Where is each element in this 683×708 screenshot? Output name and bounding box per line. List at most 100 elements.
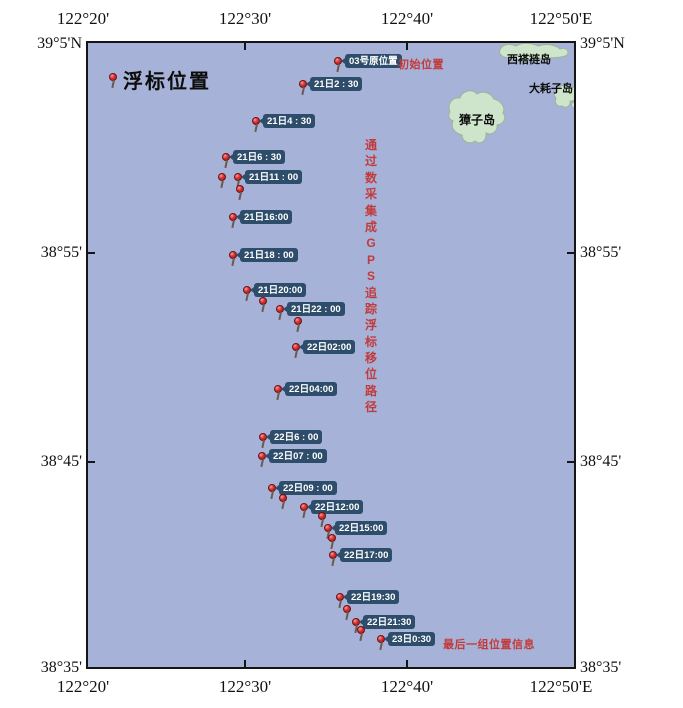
pin-stem-icon: [254, 123, 258, 132]
legend: 浮标位置: [109, 71, 229, 97]
vertical-annotation-char: 成: [364, 219, 377, 234]
pin-stem-icon: [261, 303, 265, 312]
pin-stem-icon: [331, 557, 335, 566]
y-tick: [567, 252, 574, 254]
pin-stem-icon: [379, 641, 383, 650]
pin-stem-icon: [336, 63, 340, 72]
time-label: 22日12:00: [306, 500, 364, 514]
pin-stem-icon: [260, 458, 264, 467]
time-label: 22日15:00: [330, 521, 388, 535]
buoy-pin: 23日0:30: [377, 632, 436, 651]
time-label: 22日02:00: [298, 340, 356, 354]
buoy-pin: 21日6 : 30: [222, 150, 286, 169]
time-label: 21日11 : 00: [240, 170, 303, 184]
axis-label-right: 38°55': [580, 244, 622, 261]
buoy-pin-icon: [109, 73, 119, 89]
pin-stem-icon: [224, 159, 228, 168]
buoy-pin: 22日15:00: [324, 521, 388, 540]
map-area: 西褡裢岛 大耗子岛 獐子岛 浮标位置 03号原位置 21日2 : 30 21日4 : 3…: [86, 41, 576, 669]
buoy-pin: 22日19:30: [336, 590, 400, 609]
island-dahaozi-islet: [571, 102, 574, 108]
buoy-pin: 21日18 : 00: [229, 248, 298, 267]
pin-stem-icon: [320, 518, 324, 527]
axis-label-bottom: 122°20': [56, 677, 110, 696]
vertical-annotation-char: 标: [364, 334, 377, 349]
time-label: 21日18 : 00: [236, 248, 298, 262]
buoy-pin: [294, 317, 304, 333]
y-tick: [88, 461, 95, 463]
buoy-pin: [357, 626, 367, 642]
time-label: 22日6 : 00: [265, 430, 323, 444]
island-label: 獐子岛: [459, 113, 496, 127]
axis-label-right: 38°45': [580, 453, 622, 470]
pin-stem-icon: [278, 311, 282, 320]
axis-label-right: 39°5'N: [580, 35, 625, 52]
vertical-annotation-char: 采: [364, 187, 377, 202]
pin-stem-icon: [301, 86, 305, 95]
x-tick: [406, 43, 408, 50]
buoy-pin: [218, 173, 228, 189]
time-label: 22日19:30: [342, 590, 400, 604]
initial-position-note: 初始位置: [398, 59, 444, 71]
pin-stem-icon: [345, 611, 349, 620]
buoy-pin: 22日09 : 00: [268, 481, 337, 500]
axis-label-top: 122°30': [218, 9, 272, 28]
time-label: 22日17:00: [335, 548, 393, 562]
buoy-pin: [328, 534, 338, 550]
axis-label-right: 38°35': [580, 659, 622, 676]
pin-stem-icon: [330, 540, 334, 549]
axis-label-left: 38°45': [40, 453, 82, 470]
vertical-annotation-char: 径: [364, 400, 377, 415]
time-label: 21日4 : 30: [258, 114, 316, 128]
time-label: 23日0:30: [383, 632, 436, 646]
vertical-annotation-char: 浮: [364, 318, 377, 333]
vertical-annotation-char: 踪: [364, 301, 377, 316]
axis-label-top: 122°50'E: [529, 9, 593, 28]
axis-label-left: 38°35': [40, 659, 82, 676]
vertical-annotation-char: 路: [364, 383, 377, 398]
vertical-annotation-char: S: [366, 269, 375, 284]
island-label: 西褡裢岛: [507, 54, 551, 66]
pin-stem-icon: [238, 191, 242, 200]
pin-stem-icon: [302, 509, 306, 518]
vertical-annotation-char: 通: [364, 138, 377, 152]
x-tick: [406, 660, 408, 667]
time-label: 21日22 : 00: [283, 302, 345, 316]
time-label: 22日04:00: [280, 382, 338, 396]
buoy-pin: 22日07 : 00: [258, 449, 327, 468]
island-xidalian: [499, 43, 569, 61]
pin-stem-icon: [261, 439, 265, 448]
buoy-pin: 22日6 : 00: [259, 430, 323, 449]
islands-layer: [448, 43, 574, 144]
buoy-pin: 21日2 : 30: [299, 77, 363, 96]
buoy-pin: 21日22 : 00: [276, 302, 345, 321]
final-position-note: 最后一组位置信息: [443, 639, 535, 651]
time-label: 03号原位置: [341, 54, 402, 68]
buoy-pin: 21日16:00: [229, 210, 293, 229]
buoy-pin: [259, 297, 269, 313]
axis-label-bottom: 122°40': [380, 677, 434, 696]
axis-label-top: 122°20': [56, 9, 110, 28]
axis-label-left: 38°55': [40, 244, 82, 261]
buoy-pin: [279, 494, 289, 510]
vertical-annotation-char: 位: [364, 367, 377, 382]
buoy-pin: 03号原位置: [334, 54, 402, 73]
buoy-pin: 22日17:00: [329, 548, 393, 567]
buoy-pin: [236, 185, 246, 201]
time-label: 21日16:00: [235, 210, 293, 224]
buoy-pin: 22日04:00: [274, 382, 338, 401]
axis-label-bottom: 122°50'E: [529, 677, 593, 696]
pin-stem-icon: [231, 257, 235, 266]
pin-stem-icon: [338, 599, 342, 608]
pin-stem-icon: [296, 323, 300, 332]
buoy-pin: [318, 512, 328, 528]
pin-stem-icon: [294, 349, 298, 358]
vertical-annotation-char: 追: [364, 285, 377, 300]
pin-stem-icon: [270, 490, 274, 499]
axis-label-bottom: 122°30': [218, 677, 272, 696]
buoy-pin: 22日21:30: [352, 615, 416, 634]
pin-stem-icon: [220, 179, 224, 188]
time-label: 21日6 : 30: [228, 150, 286, 164]
